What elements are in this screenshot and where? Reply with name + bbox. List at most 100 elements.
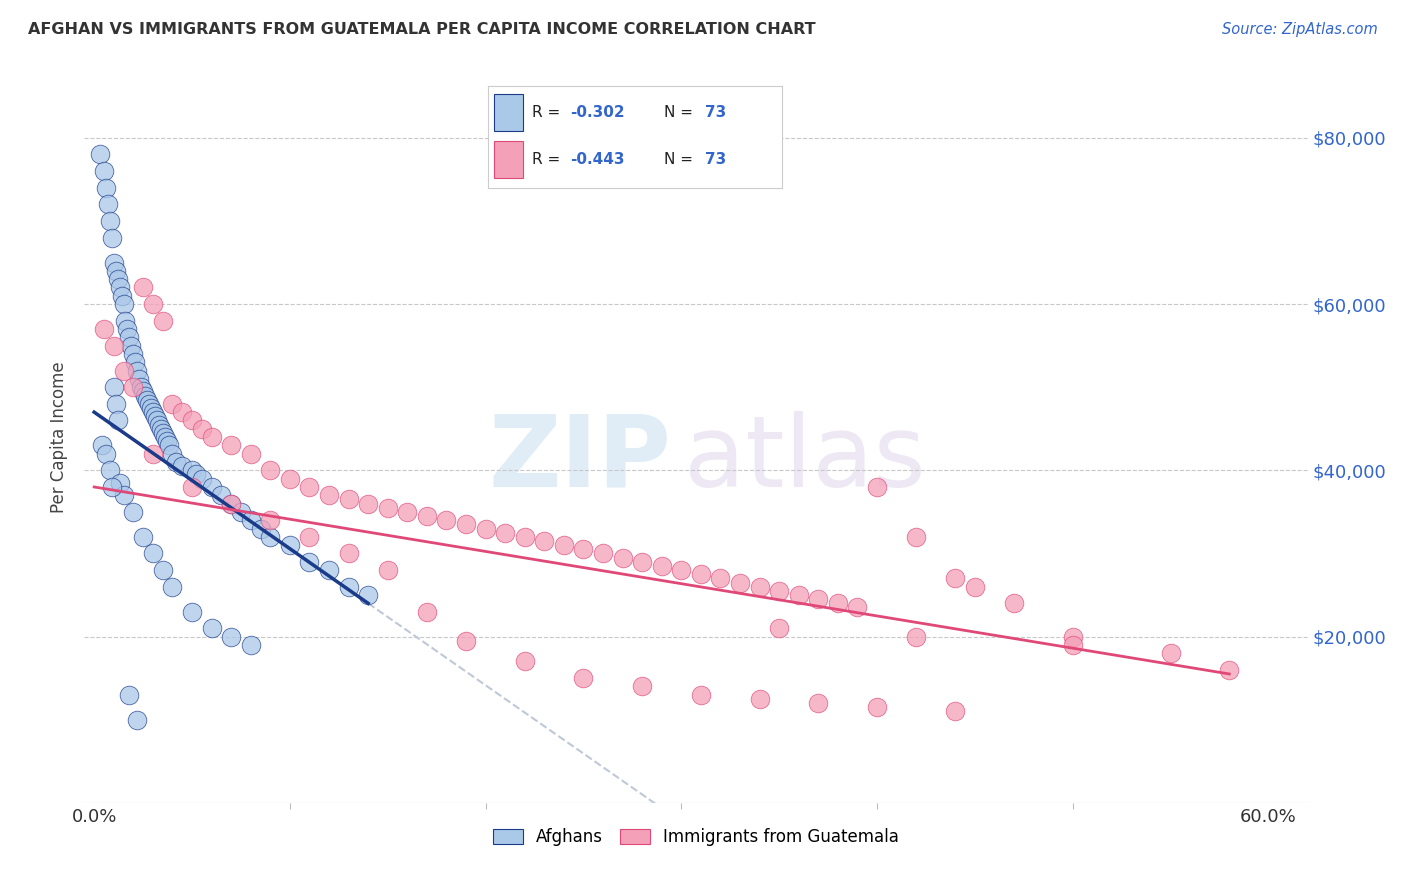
Point — [259, 463, 281, 477]
Point — [162, 447, 184, 461]
Point — [1062, 630, 1084, 644]
Point — [239, 447, 262, 461]
Point — [132, 280, 155, 294]
Point — [142, 546, 165, 560]
Point — [97, 197, 120, 211]
Text: ZIP: ZIP — [489, 410, 672, 508]
Point — [103, 380, 125, 394]
Point — [91, 438, 114, 452]
Point — [1002, 596, 1025, 610]
Point — [191, 422, 214, 436]
Point — [416, 605, 439, 619]
Point — [142, 405, 165, 419]
Point — [671, 563, 693, 577]
Point — [181, 413, 204, 427]
Point — [184, 467, 207, 482]
Point — [152, 425, 174, 440]
Point — [153, 430, 176, 444]
Point — [165, 455, 187, 469]
Point — [152, 314, 174, 328]
Point — [139, 401, 162, 415]
Point — [219, 497, 242, 511]
Point — [93, 164, 115, 178]
Point — [104, 264, 127, 278]
Point — [318, 563, 340, 577]
Point — [172, 405, 194, 419]
Point — [112, 363, 135, 377]
Text: atlas: atlas — [683, 410, 925, 508]
Point — [631, 680, 654, 694]
Point — [124, 355, 146, 369]
Point — [148, 417, 170, 432]
Point — [162, 397, 184, 411]
Point — [943, 705, 966, 719]
Y-axis label: Per Capita Income: Per Capita Income — [51, 361, 69, 513]
Point — [103, 338, 125, 352]
Point — [94, 447, 117, 461]
Point — [1160, 646, 1182, 660]
Point — [142, 297, 165, 311]
Point — [1062, 638, 1084, 652]
Point — [689, 688, 711, 702]
Point — [152, 563, 174, 577]
Point — [104, 397, 127, 411]
Point — [494, 525, 516, 540]
Point — [93, 322, 115, 336]
Point — [191, 472, 214, 486]
Point — [100, 480, 122, 494]
Point — [239, 638, 262, 652]
Point — [298, 480, 321, 494]
Point — [748, 692, 770, 706]
Point — [162, 580, 184, 594]
Point — [98, 214, 121, 228]
Point — [807, 696, 830, 710]
Point — [337, 492, 360, 507]
Point — [866, 700, 889, 714]
Point — [474, 521, 496, 535]
Point — [846, 600, 869, 615]
Point — [132, 384, 155, 399]
Point — [155, 434, 177, 449]
Text: Source: ZipAtlas.com: Source: ZipAtlas.com — [1222, 22, 1378, 37]
Point — [118, 330, 141, 344]
Point — [728, 575, 751, 590]
Point — [122, 347, 145, 361]
Legend: Afghans, Immigrants from Guatemala: Afghans, Immigrants from Guatemala — [486, 822, 905, 853]
Point — [337, 546, 360, 560]
Point — [200, 621, 222, 635]
Point — [100, 230, 122, 244]
Point — [89, 147, 111, 161]
Point — [768, 583, 790, 598]
Point — [787, 588, 810, 602]
Point — [200, 430, 222, 444]
Point — [963, 580, 986, 594]
Point — [149, 422, 172, 436]
Point — [905, 530, 928, 544]
Point — [377, 500, 399, 515]
Point — [572, 542, 595, 557]
Point — [454, 633, 477, 648]
Point — [134, 388, 156, 402]
Point — [239, 513, 262, 527]
Point — [416, 509, 439, 524]
Point — [298, 530, 321, 544]
Point — [651, 558, 673, 573]
Point — [112, 488, 135, 502]
Point — [120, 338, 142, 352]
Point — [807, 592, 830, 607]
Point — [127, 713, 149, 727]
Point — [259, 513, 281, 527]
Point — [94, 180, 117, 194]
Point — [533, 533, 555, 548]
Point — [128, 372, 150, 386]
Point — [631, 555, 654, 569]
Point — [114, 314, 136, 328]
Point — [357, 588, 380, 602]
Point — [143, 409, 166, 424]
Point — [396, 505, 419, 519]
Point — [454, 517, 477, 532]
Text: AFGHAN VS IMMIGRANTS FROM GUATEMALA PER CAPITA INCOME CORRELATION CHART: AFGHAN VS IMMIGRANTS FROM GUATEMALA PER … — [28, 22, 815, 37]
Point — [219, 630, 242, 644]
Point — [107, 272, 129, 286]
Point — [689, 567, 711, 582]
